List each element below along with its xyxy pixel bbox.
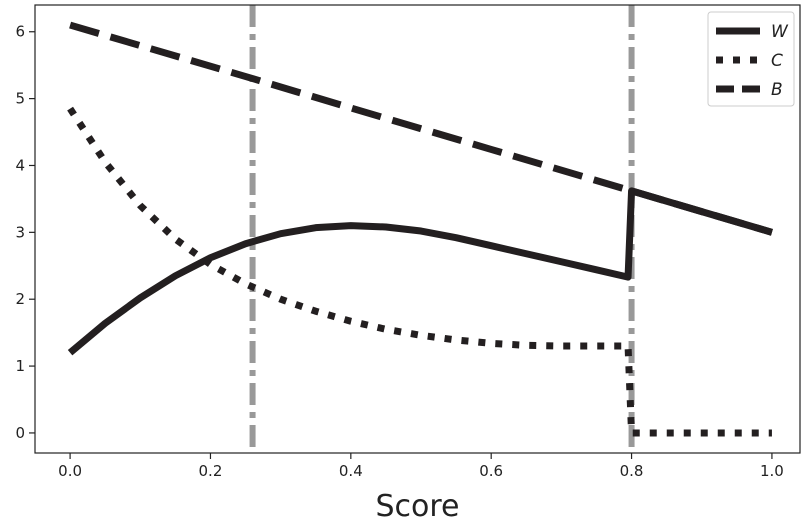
x-tick-label: 0.8 (620, 462, 644, 480)
legend-label-b: B (771, 80, 783, 100)
y-tick-label: 6 (15, 23, 25, 41)
x-tick-label: 1.0 (760, 462, 784, 480)
x-axis-label: Score (375, 489, 459, 523)
y-tick-label: 3 (15, 223, 25, 241)
plot-frame (34, 4, 801, 454)
x-tick-label: 0.4 (339, 462, 363, 480)
y-tick-label: 0 (15, 424, 25, 442)
y-tick-label: 2 (15, 290, 25, 308)
x-tick-label: 0.0 (58, 462, 82, 480)
x-tick-label: 0.6 (479, 462, 503, 480)
x-axis-ticks: 0.0 0.2 0.4 0.6 0.8 1.0 (58, 453, 784, 480)
series-group (67, 21, 773, 437)
series-line-c (67, 106, 772, 437)
series-line-b (69, 21, 773, 236)
y-axis-ticks: 0 1 2 3 4 5 6 (15, 23, 35, 442)
y-tick-label: 5 (15, 90, 25, 108)
legend: WCB (707, 11, 795, 107)
y-tick-label: 1 (15, 357, 25, 375)
legend-label-w: W (771, 22, 789, 42)
legend-label-c: C (771, 51, 783, 71)
y-tick-label: 4 (15, 156, 25, 174)
x-tick-label: 0.2 (199, 462, 223, 480)
series-line-w (67, 187, 773, 356)
